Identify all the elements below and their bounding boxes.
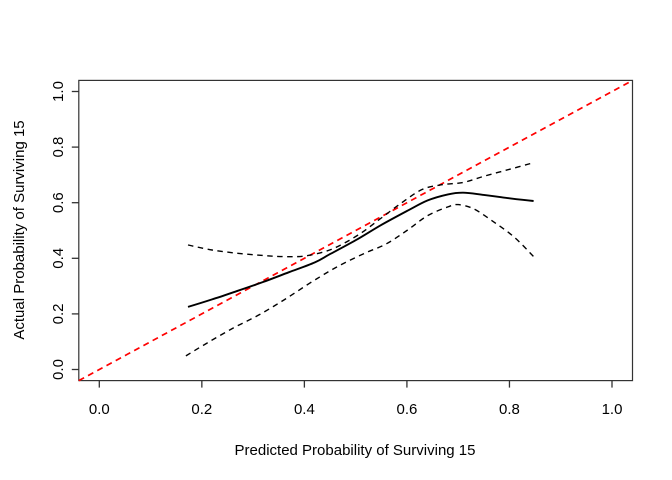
x-tick-label: 1.0 — [602, 401, 623, 418]
calibration-curve — [187, 191, 534, 308]
x-axis-ticks: 0.0 0.2 0.4 0.6 0.8 1.0 — [89, 380, 623, 418]
y-tick-label: 0.4 — [50, 248, 67, 269]
y-tick-label: 0.6 — [50, 192, 67, 213]
y-axis-label: Actual Probability of Surviving 15 — [11, 120, 28, 339]
lower-confidence-curve — [185, 203, 535, 357]
x-axis-label: Predicted Probability of Surviving 15 — [235, 442, 476, 459]
upper-confidence-curve — [187, 162, 534, 258]
plot-box — [78, 79, 634, 382]
y-tick-label: 1.0 — [50, 81, 67, 102]
y-axis-ticks: 0.0 0.2 0.4 0.6 0.8 1.0 — [50, 81, 79, 380]
x-tick-label: 0.6 — [396, 401, 417, 418]
ideal-line — [78, 79, 633, 382]
y-tick-label: 0.0 — [50, 359, 67, 380]
series-group — [78, 79, 633, 382]
y-tick-label: 0.2 — [50, 303, 67, 324]
y-tick-label: 0.8 — [50, 137, 67, 158]
x-tick-label: 0.2 — [191, 401, 212, 418]
x-tick-label: 0.4 — [294, 401, 315, 418]
x-tick-label: 0.0 — [89, 401, 110, 418]
x-tick-label: 0.8 — [499, 401, 520, 418]
